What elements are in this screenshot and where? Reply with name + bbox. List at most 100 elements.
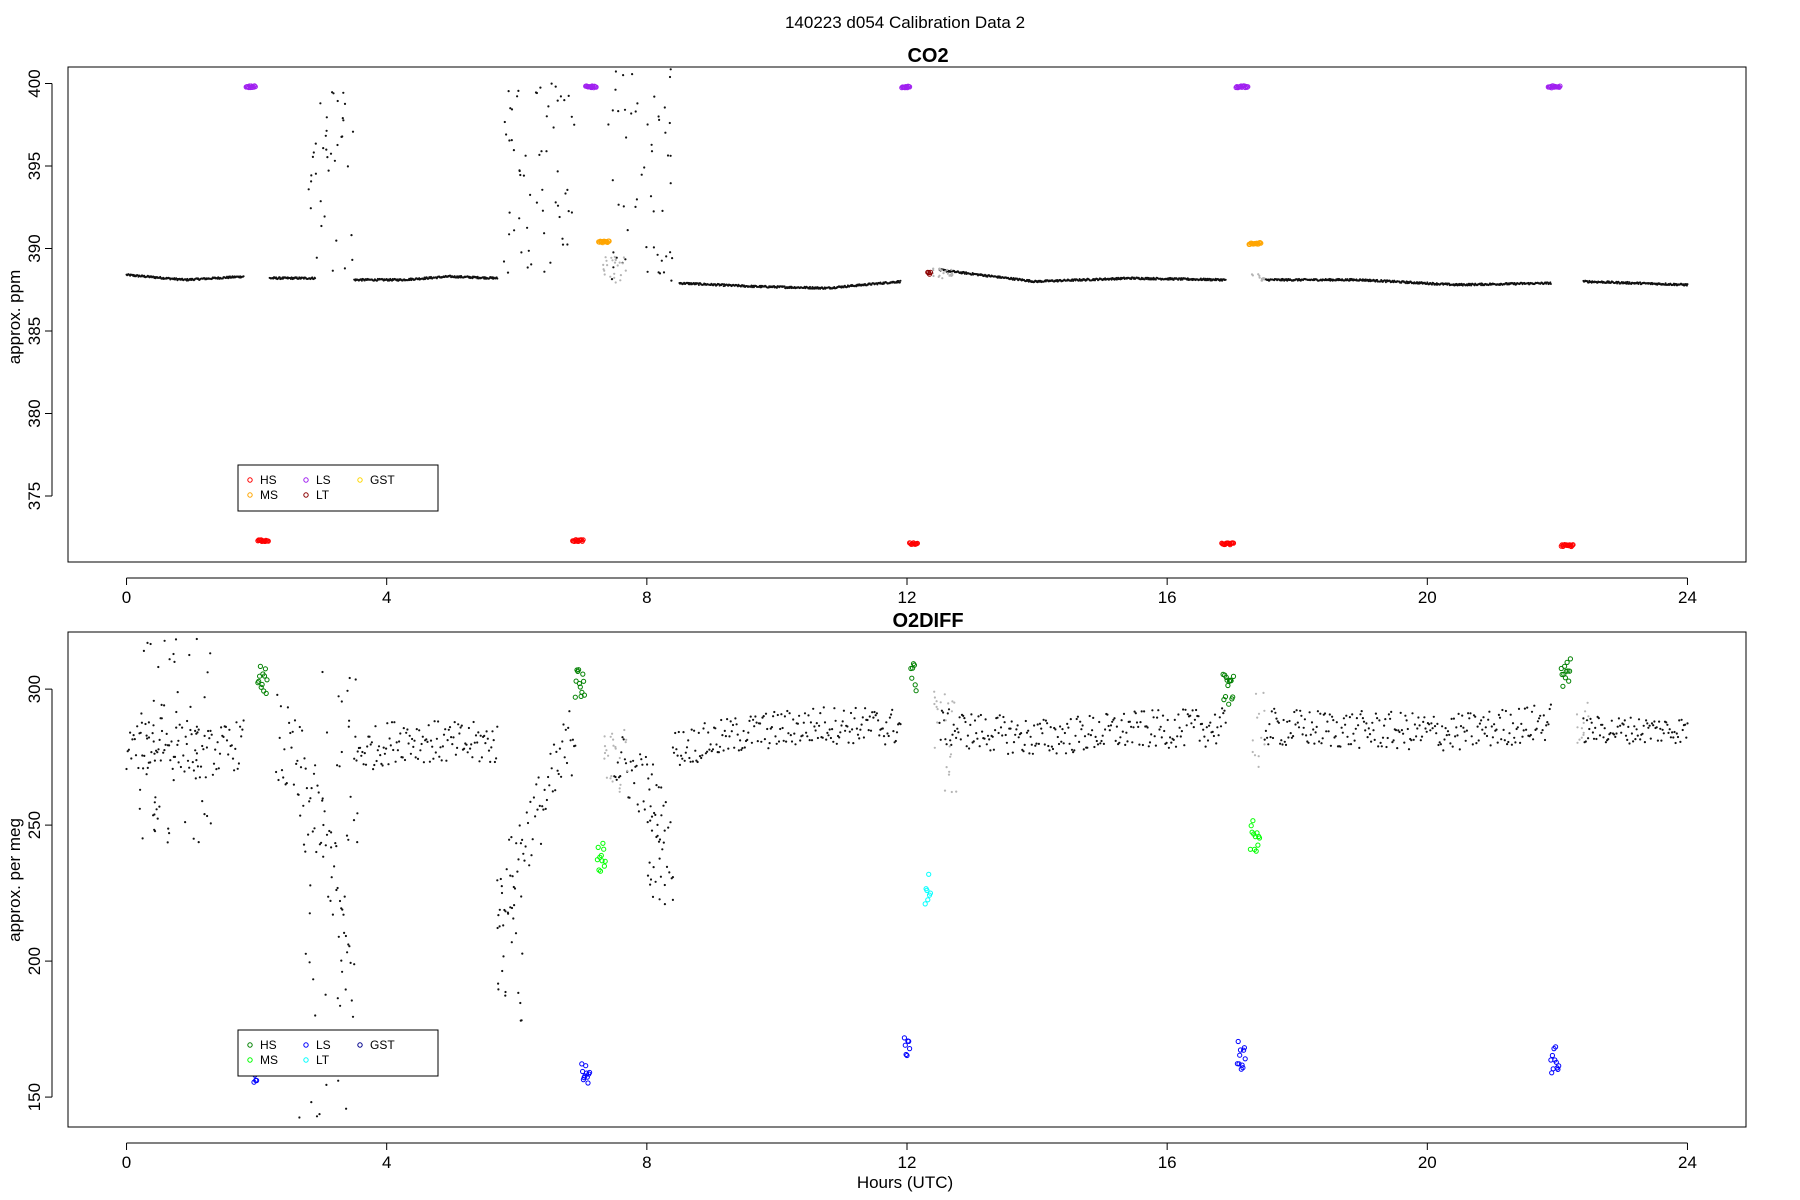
o2diff-ambient-point — [496, 879, 499, 882]
o2diff-ambient-point — [157, 665, 160, 669]
o2diff-ambient-point — [890, 713, 893, 716]
o2diff-ambient-point — [295, 762, 298, 766]
o2diff-ambient-point — [1671, 731, 1674, 734]
o2diff-ambient-point — [324, 844, 327, 847]
o2diff-ambient-point — [1138, 743, 1141, 746]
o2diff-ambient-point — [504, 994, 507, 997]
o2diff-ambient-point — [491, 730, 494, 733]
co2-transition-point — [621, 262, 624, 265]
o2diff-ambient-point — [1184, 708, 1187, 711]
o2diff-ambient-point — [153, 759, 156, 762]
o2diff-ambient-point — [1347, 743, 1350, 746]
o2diff-ambient-point — [1167, 746, 1170, 749]
o2diff-ambient-point — [1399, 711, 1402, 715]
o2diff-ambient-point — [1503, 739, 1506, 742]
o2diff-ambient-point — [1331, 715, 1334, 718]
co2-transition-point — [605, 259, 608, 262]
o2diff-ambient-point — [1062, 742, 1065, 745]
co2-ambient-point — [567, 210, 570, 213]
o2diff-ambient-point — [1312, 728, 1315, 731]
o2diff-ambient-point — [1686, 722, 1689, 725]
o2diff-ambient-point — [718, 745, 722, 748]
co2-transition-point — [619, 279, 622, 282]
o2diff-ambient-point — [664, 801, 667, 804]
o2diff-ambient-point — [1643, 741, 1646, 744]
o2diff-ambient-point — [965, 745, 968, 748]
o2diff-ambient-point — [366, 745, 369, 748]
o2diff-ambient-point — [340, 750, 343, 754]
o2diff-ambient-point — [309, 884, 312, 887]
co2-ambient-point — [342, 119, 345, 122]
o2diff-ambient-point — [877, 719, 880, 722]
o2diff-ambient-point — [832, 740, 835, 743]
co2-x-tick-label: 24 — [1678, 588, 1697, 607]
o2diff-ambient-point — [1264, 729, 1267, 733]
o2diff-ambient-point — [962, 714, 965, 718]
co2-transition-point — [619, 274, 623, 277]
o2diff-calibration-point-hs — [259, 681, 265, 688]
o2diff-ambient-point — [959, 738, 962, 741]
o2diff-ambient-point — [197, 841, 200, 844]
o2diff-ambient-point — [680, 754, 683, 757]
o2diff-ambient-point — [1064, 752, 1068, 755]
o2diff-ambient-point — [1501, 708, 1504, 712]
o2diff-ambient-point — [997, 731, 1000, 735]
o2diff-ambient-point — [833, 707, 836, 710]
o2diff-ambient-point — [1124, 743, 1127, 747]
o2diff-ambient-point — [125, 767, 128, 771]
o2diff-ambient-point — [938, 721, 941, 725]
o2diff-ambient-point — [558, 747, 562, 750]
co2-ambient-point — [558, 215, 561, 219]
o2diff-ambient-point — [1435, 732, 1438, 735]
o2diff-ambient-point — [821, 736, 824, 739]
o2diff-ambient-point — [1320, 742, 1323, 745]
o2diff-ambient-point — [479, 734, 482, 737]
o2diff-ambient-point — [280, 769, 284, 772]
o2diff-ambient-point — [293, 719, 297, 722]
o2diff-ambient-point — [337, 935, 340, 938]
o2diff-ambient-point — [1613, 733, 1616, 736]
o2diff-ambient-point — [560, 775, 563, 778]
co2-ambient-point — [697, 284, 700, 286]
o2diff-ambient-point — [1329, 744, 1332, 747]
o2diff-ambient-point — [172, 652, 175, 656]
o2diff-ambient-point — [1521, 735, 1524, 738]
o2diff-ambient-point — [1299, 709, 1302, 712]
o2diff-ambient-point — [1055, 752, 1058, 755]
o2diff-ambient-point — [154, 796, 157, 799]
o2diff-ambient-point — [1588, 727, 1591, 731]
o2diff-ambient-point — [989, 749, 992, 752]
o2diff-ambient-point — [781, 726, 784, 730]
co2-ambient-point — [636, 102, 639, 105]
o2diff-ambient-point — [815, 722, 818, 725]
o2diff-transition-point — [603, 745, 607, 748]
o2diff-ambient-point — [1118, 741, 1121, 744]
o2diff-ambient-point — [327, 895, 330, 898]
o2diff-ambient-point — [1080, 728, 1083, 731]
o2diff-ambient-point — [1132, 726, 1135, 729]
co2-ambient-point — [535, 91, 539, 95]
o2diff-ambient-point — [662, 804, 665, 807]
o2diff-ambient-point — [220, 726, 223, 729]
o2diff-ambient-point — [790, 740, 794, 743]
o2diff-transition-point — [1587, 715, 1590, 718]
o2diff-ambient-point — [1365, 722, 1368, 725]
co2-ambient-point — [660, 259, 663, 262]
o2diff-ambient-point — [1323, 712, 1327, 715]
o2diff-ambient-point — [139, 788, 142, 791]
o2diff-calibration-point-hs — [1226, 701, 1232, 707]
o2diff-transition-point — [1253, 754, 1257, 757]
o2diff-calibration-point-ls — [585, 1080, 591, 1086]
o2diff-ambient-point — [1529, 733, 1532, 737]
o2diff-ambient-point — [183, 770, 186, 773]
o2diff-ambient-point — [388, 737, 391, 740]
o2diff-ambient-point — [239, 725, 242, 728]
o2diff-ambient-point — [1223, 709, 1226, 712]
o2diff-ambient-point — [217, 767, 220, 770]
o2diff-ambient-point — [524, 845, 527, 848]
o2diff-ambient-point — [134, 754, 138, 757]
o2diff-ambient-point — [454, 753, 457, 756]
o2diff-ambient-point — [957, 731, 960, 734]
co2-ambient-point — [325, 116, 328, 119]
o2diff-ambient-point — [452, 736, 455, 739]
